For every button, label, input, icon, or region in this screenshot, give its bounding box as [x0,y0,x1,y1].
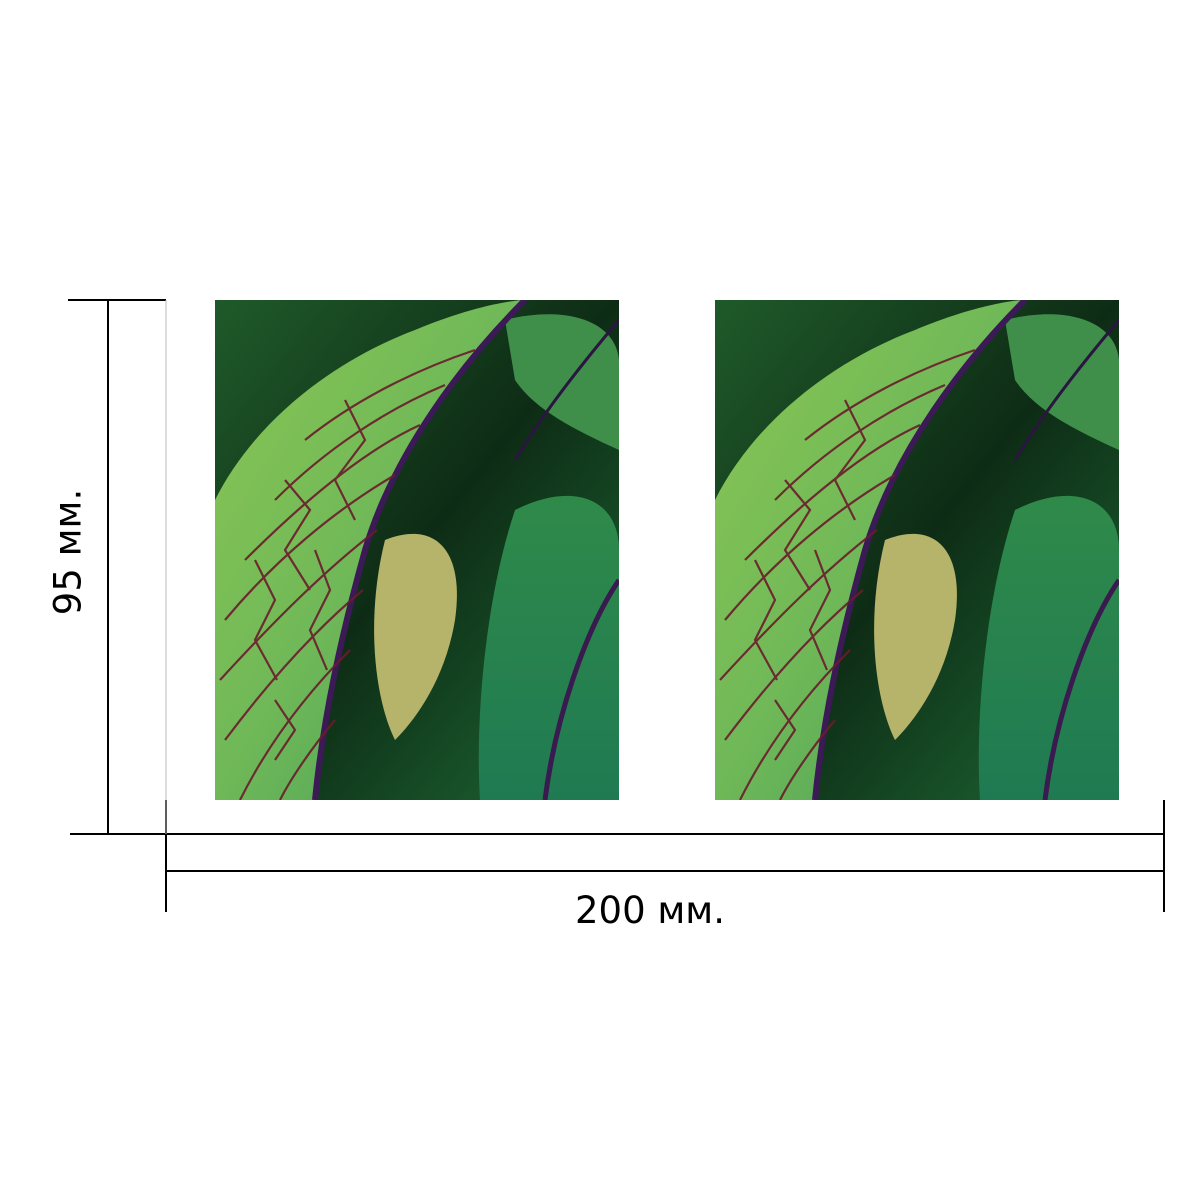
leaf-image [715,300,1119,800]
width-dimension-label: 200 мм. [575,889,725,932]
leaf-image [215,300,619,800]
leaf-photo-left [215,300,619,800]
height-dimension-label: 95 мм. [46,488,90,616]
leaf-photo-right [715,300,1119,800]
